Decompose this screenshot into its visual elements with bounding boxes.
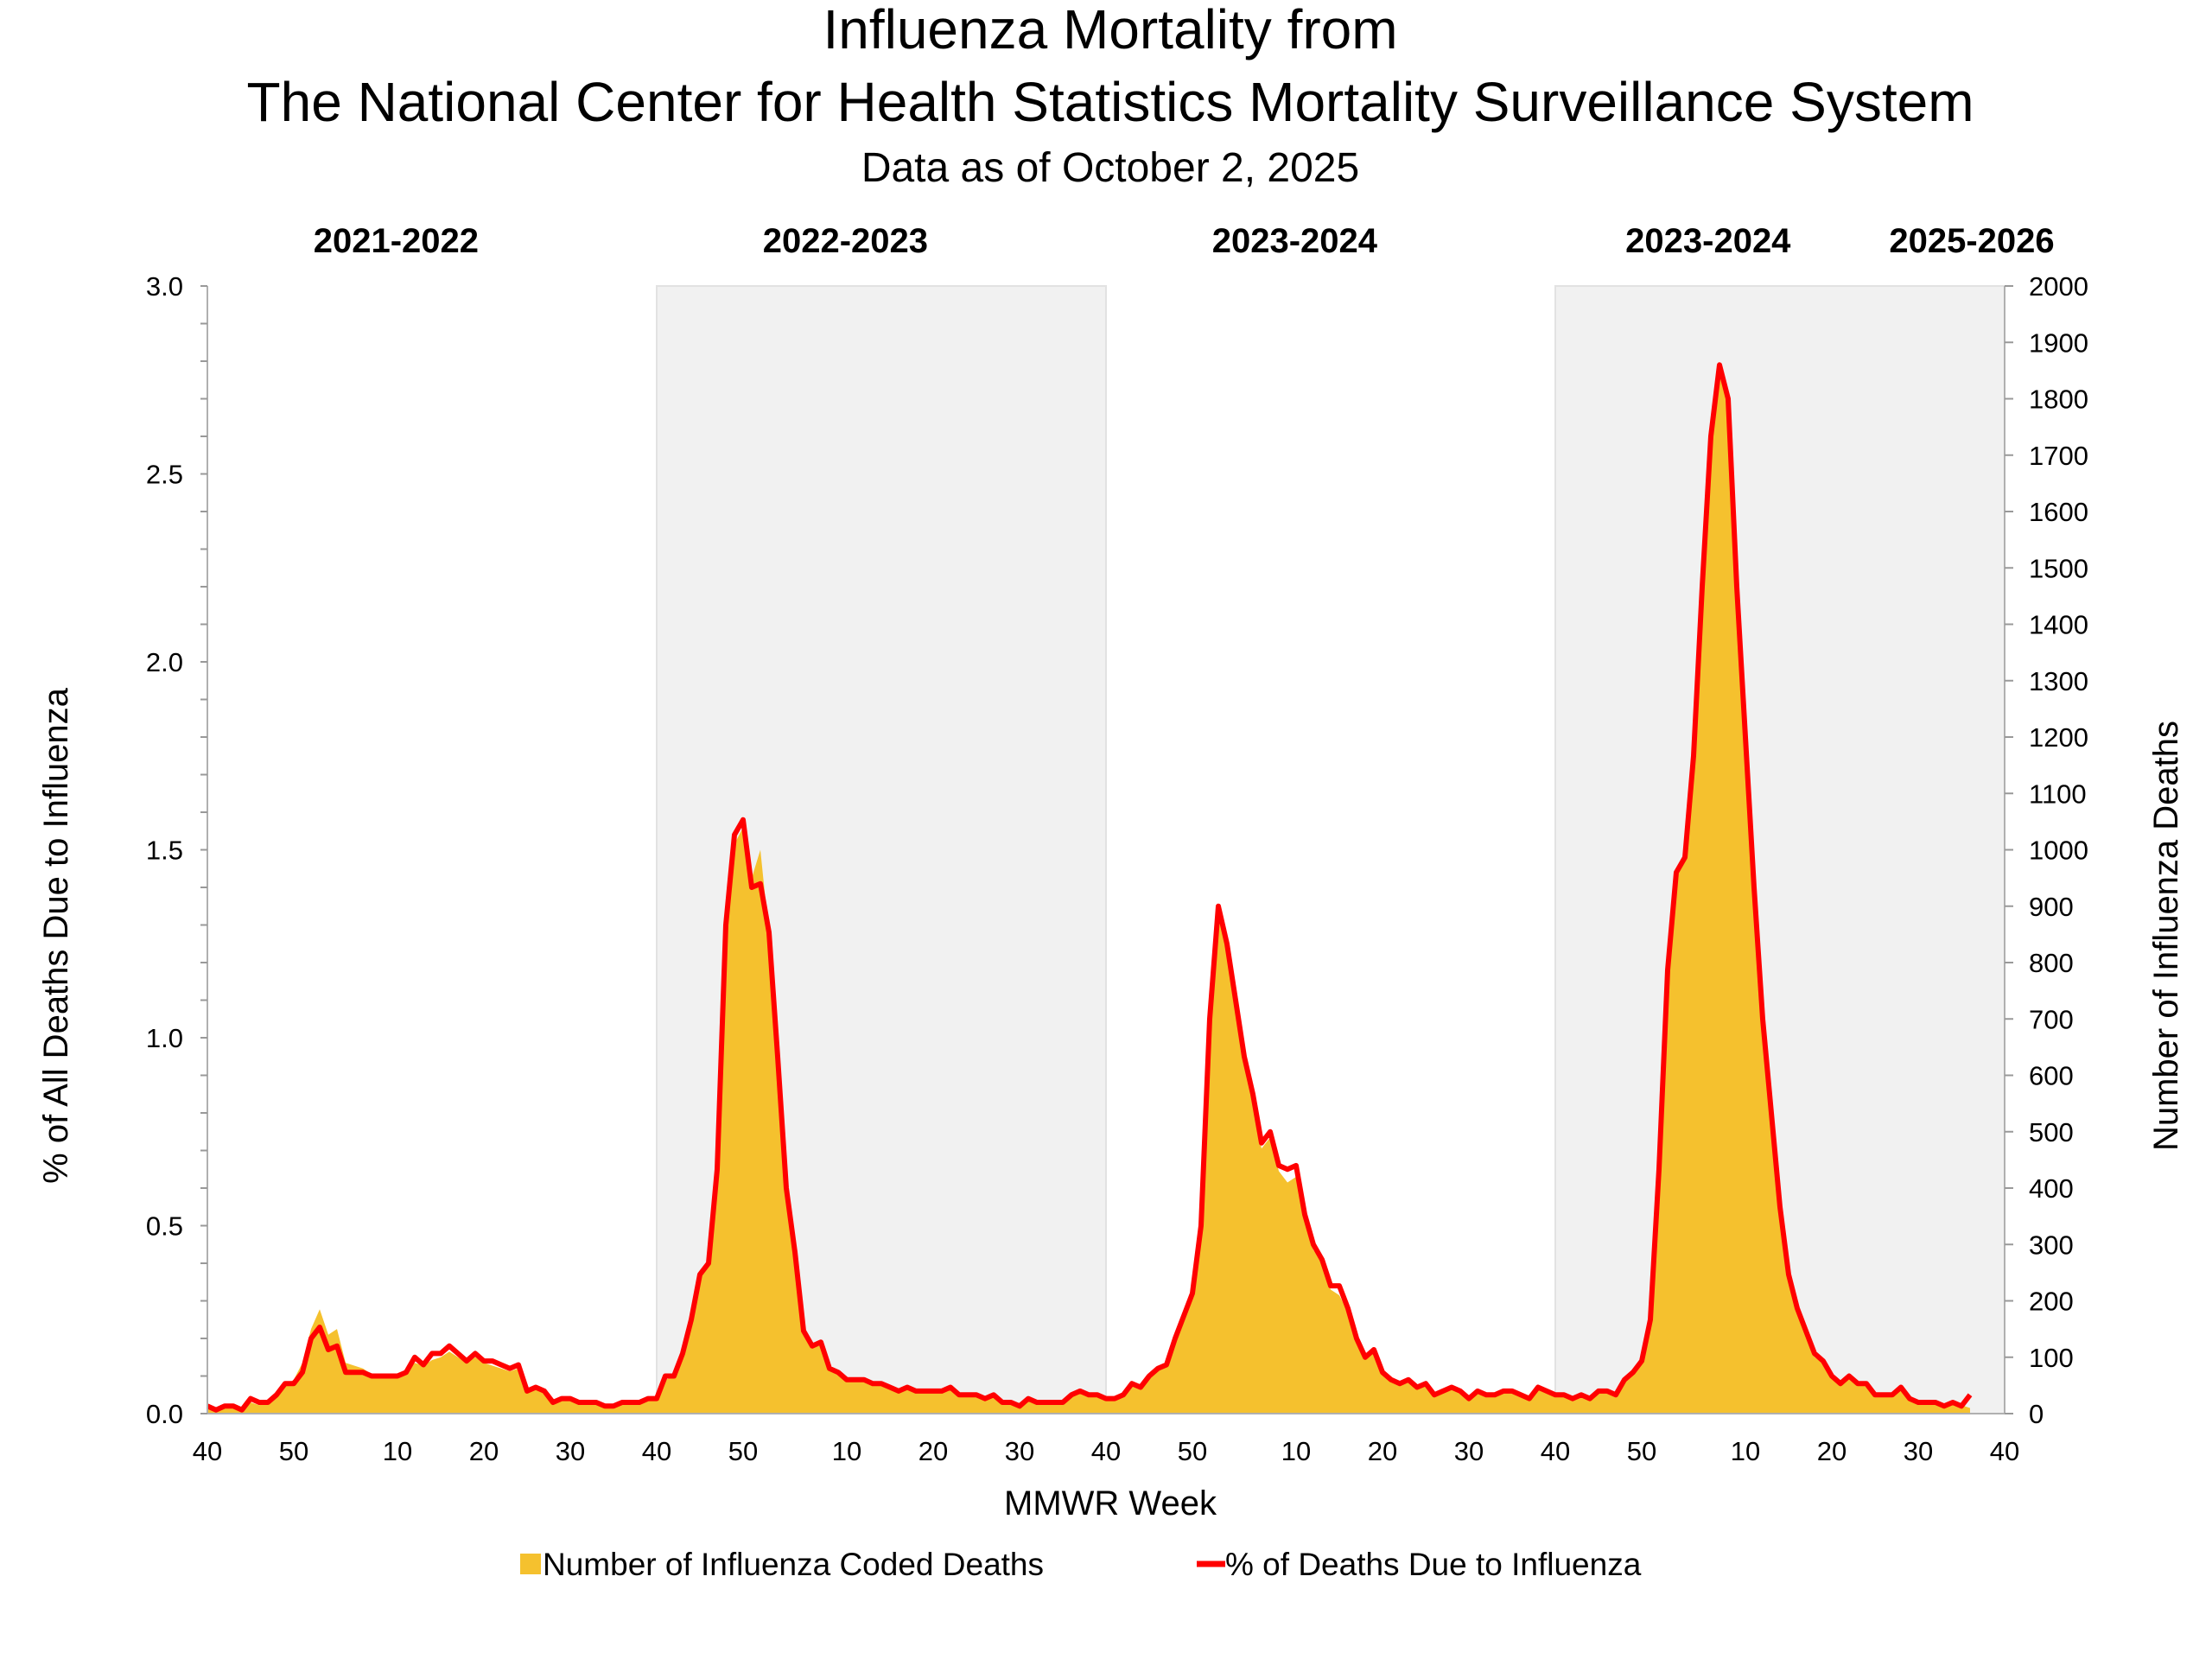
- legend-swatch-deaths: [520, 1554, 541, 1574]
- right-y-tick-label: 0: [2029, 1399, 2044, 1429]
- right-y-tick-label: 1500: [2029, 553, 2088, 583]
- right-y-tick-label: 1600: [2029, 497, 2088, 527]
- right-y-tick-label: 1100: [2029, 779, 2087, 809]
- right-y-tick-label: 1800: [2029, 385, 2088, 415]
- x-tick-label: 40: [1541, 1436, 1570, 1466]
- left-y-tick-label: 2.5: [146, 460, 183, 490]
- x-tick-label: 30: [556, 1436, 585, 1466]
- percent-line-series: [206, 362, 1973, 1413]
- legend-label-deaths: Number of Influenza Coded Deaths: [543, 1547, 1044, 1582]
- right-y-tick-label: 300: [2029, 1230, 2074, 1260]
- right-y-tick-label: 1400: [2029, 610, 2088, 640]
- x-tick-label: 20: [918, 1436, 948, 1466]
- legend-label-percent: % of Deaths Due to Influenza: [1225, 1547, 1642, 1582]
- x-tick-label: 30: [1904, 1436, 1933, 1466]
- right-y-tick-label: 2000: [2029, 271, 2088, 302]
- right-y-tick-label: 1900: [2029, 327, 2088, 358]
- left-y-tick-label: 0.0: [146, 1399, 183, 1429]
- right-y-tick-label: 800: [2029, 948, 2074, 978]
- left-y-tick-label: 3.0: [146, 271, 183, 302]
- x-tick-label: 10: [383, 1436, 412, 1466]
- right-y-tick-label: 1000: [2029, 836, 2088, 866]
- x-tick-label: 30: [1454, 1436, 1484, 1466]
- season-label: 2025-2026: [1889, 222, 2054, 260]
- right-y-tick-label: 1700: [2029, 441, 2088, 471]
- left-y-axis-title: % of All Deaths Due to Influenza: [37, 687, 75, 1183]
- x-axis-title: MMWR Week: [1004, 1484, 1217, 1522]
- right-y-tick-label: 100: [2029, 1343, 2074, 1373]
- right-y-axis-title: Number of Influenza Deaths: [2147, 721, 2185, 1151]
- chart-subtitle: Data as of October 2, 2025: [861, 145, 1359, 191]
- right-y-tick-label: 1200: [2029, 722, 2088, 753]
- x-tick-label: 10: [1731, 1436, 1760, 1466]
- right-y-tick-label: 900: [2029, 892, 2074, 922]
- season-label: 2023-2024: [1212, 222, 1378, 260]
- right-y-tick-label: 500: [2029, 1117, 2074, 1147]
- axes: 0.0 0.5 1.0 1.5 2.0 2.5 3.0 0 100 200 300 400 500 600…: [146, 271, 2088, 1466]
- season-label: 2022-2023: [763, 222, 928, 260]
- deaths-area-series: [207, 365, 1970, 1414]
- season-label: 2023-2024: [1625, 222, 1791, 260]
- right-y-tick-label: 200: [2029, 1287, 2074, 1317]
- right-y-tick-label: 600: [2029, 1061, 2074, 1091]
- left-y-tick-label: 2.0: [146, 647, 183, 677]
- x-tick-label: 50: [1178, 1436, 1207, 1466]
- x-tick-label: 10: [832, 1436, 861, 1466]
- legend: Number of Influenza Coded Deaths % of De…: [520, 1547, 1642, 1582]
- x-tick-label: 40: [642, 1436, 671, 1466]
- right-y-tick-label: 1300: [2029, 666, 2088, 696]
- x-tick-label: 40: [193, 1436, 222, 1466]
- x-tick-label: 50: [728, 1436, 758, 1466]
- left-y-tick-label: 1.5: [146, 836, 183, 866]
- chart-title-line2: The National Center for Health Statistic…: [247, 71, 1974, 133]
- right-y-tick-label: 700: [2029, 1004, 2074, 1034]
- x-tick-label: 30: [1005, 1436, 1034, 1466]
- chart-title-line1: Influenza Mortality from: [823, 0, 1397, 60]
- x-tick-label: 10: [1281, 1436, 1311, 1466]
- season-label: 2021-2022: [314, 222, 479, 260]
- x-tick-label: 50: [279, 1436, 308, 1466]
- right-y-tick-label: 400: [2029, 1173, 2074, 1204]
- x-tick-label: 50: [1627, 1436, 1656, 1466]
- season-shading: [656, 285, 2005, 1414]
- season-labels: 2021-2022 2022-2023 2023-2024 2023-2024 2025…: [314, 222, 2055, 260]
- x-tick-label: 20: [1817, 1436, 1847, 1466]
- x-tick-label: 20: [469, 1436, 499, 1466]
- x-tick-label: 40: [1990, 1436, 2019, 1466]
- left-y-tick-label: 1.0: [146, 1023, 183, 1053]
- x-tick-label: 40: [1091, 1436, 1121, 1466]
- left-y-tick-label: 0.5: [146, 1211, 183, 1242]
- x-tick-label: 20: [1368, 1436, 1397, 1466]
